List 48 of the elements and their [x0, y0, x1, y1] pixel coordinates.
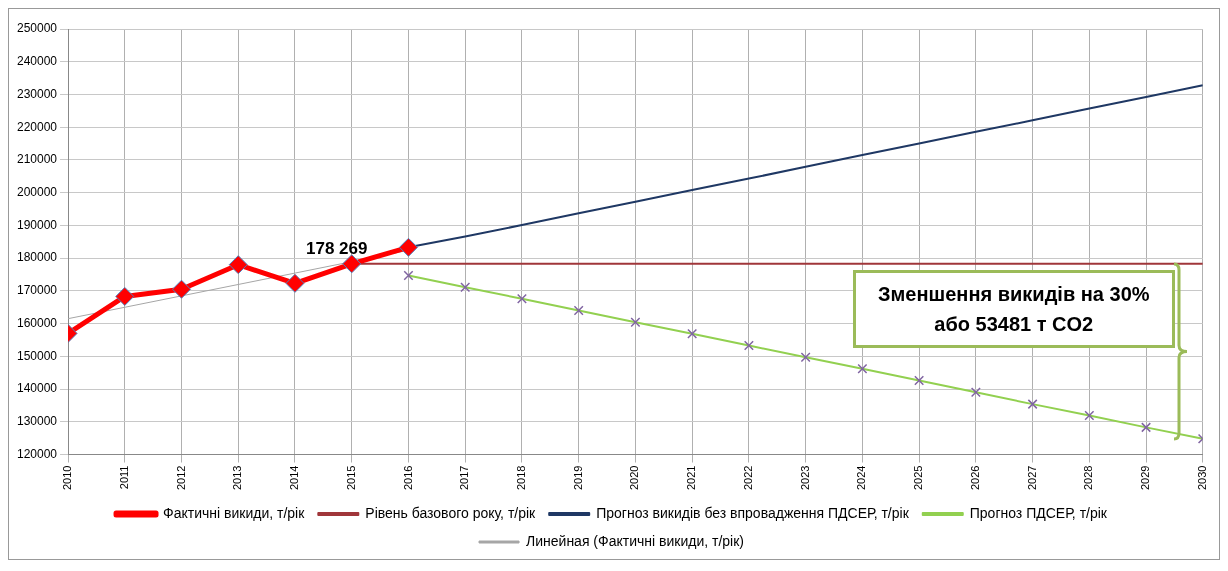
x-tick-label: 2026: [968, 465, 981, 491]
y-tick-label: 220000: [17, 119, 58, 134]
y-tick-label: 240000: [17, 54, 58, 69]
point: [172, 279, 192, 299]
x-tick-label: 2016: [401, 465, 414, 491]
y-tick-label: 130000: [17, 414, 58, 429]
x-tick-label: 2010: [61, 465, 74, 491]
x-tick-label: 2021: [685, 465, 698, 491]
x-tick-label: 2013: [231, 465, 244, 491]
y-tick-label: 250000: [17, 21, 58, 36]
point: [115, 286, 135, 306]
x-tick-label: 2019: [571, 465, 584, 491]
y-tick-label: 200000: [17, 184, 58, 199]
x-tick-label: 2022: [741, 465, 754, 491]
x-tick-label: 2025: [912, 465, 925, 491]
point: [285, 273, 305, 293]
annotation: Зменшення викидів на 30% або 53481 т CO2: [852, 269, 1175, 348]
x-tick-label: 2018: [514, 465, 527, 491]
point: [342, 254, 362, 274]
x-tick-label: 2012: [174, 465, 187, 491]
x-tick-label: 2011: [117, 465, 130, 490]
x-tick-label: 2015: [344, 465, 357, 491]
legend-label: Линейная (Фактичні викиди, т/рік): [526, 532, 744, 549]
legend-label: Фактичні викиди, т/рік: [163, 504, 306, 521]
y-tick-label: 120000: [17, 446, 58, 461]
x-tick-label: 2014: [288, 465, 301, 491]
point: [228, 255, 248, 275]
legend-label: Прогноз ПДСЕР, т/рік: [969, 504, 1108, 521]
x-tick-label: 2027: [1025, 465, 1038, 491]
x-tick-label: 2017: [458, 465, 471, 491]
annotation: 178 269: [306, 238, 368, 258]
y-tick-label: 210000: [17, 152, 58, 167]
legend-label: Прогноз викидів без впровадження ПДСЕР, т/рік: [596, 504, 910, 521]
y-tick-label: 140000: [17, 381, 58, 396]
x-tick-label: 2024: [855, 465, 868, 491]
y-tick-label: 180000: [17, 250, 58, 265]
point: [398, 237, 418, 257]
x-tick-label: 2028: [1082, 465, 1095, 491]
x-tick-label: 2030: [1195, 465, 1208, 491]
y-tick-label: 230000: [17, 86, 58, 101]
x-tick-label: 2020: [628, 465, 641, 491]
y-tick-label: 170000: [17, 283, 58, 298]
y-tick-label: 160000: [17, 315, 58, 330]
y-tick-label: 190000: [17, 217, 58, 232]
x-tick-label: 2029: [1139, 465, 1152, 491]
x-tick-label: 2023: [798, 465, 811, 491]
legend-label: Рівень базового року, т/рік: [365, 504, 537, 521]
y-tick-label: 150000: [17, 348, 58, 363]
